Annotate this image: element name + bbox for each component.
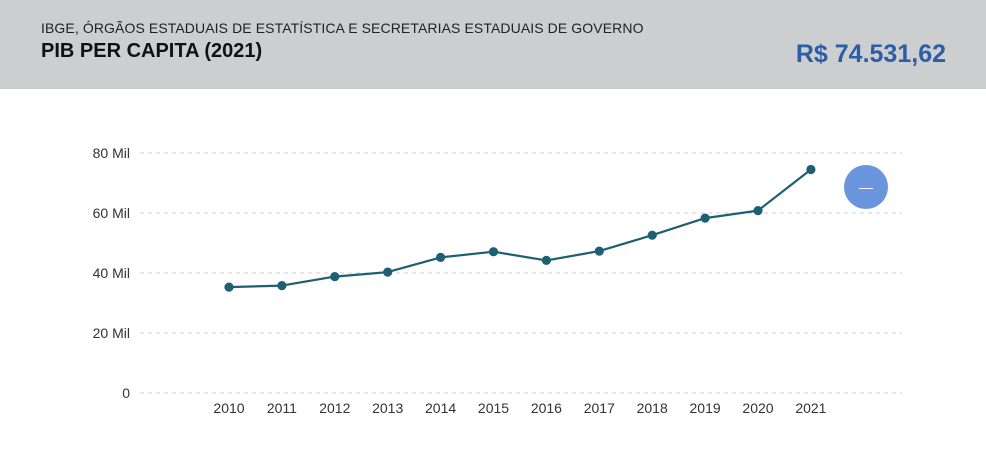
x-tick-label: 2015 xyxy=(478,400,509,416)
y-tick-label: 0 xyxy=(122,385,130,401)
minus-icon[interactable]: — xyxy=(859,179,873,195)
data-point[interactable] xyxy=(383,267,393,277)
grid-layer xyxy=(140,152,902,394)
minus-button-bg[interactable] xyxy=(844,165,888,209)
page-title: PIB PER CAPITA (2021) xyxy=(41,40,263,62)
x-axis-ticks: 2010 2011 2012 2013 2014 2015 2016 2017 2018 2019… xyxy=(213,400,826,416)
data-point[interactable] xyxy=(277,281,287,291)
y-tick-label: 40 Mil xyxy=(93,265,130,281)
data-point[interactable] xyxy=(594,246,604,256)
minus-button[interactable]: — xyxy=(844,165,888,209)
x-tick-label: 2018 xyxy=(637,400,668,416)
y-axis-ticks: 0 20 Mil 40 Mil 60 Mil 80 Mil xyxy=(93,145,131,401)
x-tick-label: 2017 xyxy=(584,400,615,416)
y-tick-label: 20 Mil xyxy=(93,325,130,341)
x-tick-label: 2013 xyxy=(372,400,403,416)
data-point[interactable] xyxy=(224,282,234,292)
data-point[interactable] xyxy=(488,247,499,257)
data-point[interactable] xyxy=(436,252,446,262)
y-tick-label: 80 Mil xyxy=(93,145,130,161)
x-tick-label: 2011 xyxy=(267,400,297,416)
x-tick-label: 2021 xyxy=(795,400,826,416)
data-point[interactable] xyxy=(647,230,657,240)
data-point[interactable] xyxy=(806,164,816,175)
data-point[interactable] xyxy=(541,255,552,265)
header-bar: IBGE, ÓRGÃOS ESTADUAIS DE ESTATÍSTICA E … xyxy=(0,0,986,89)
x-tick-label: 2014 xyxy=(425,400,456,416)
x-tick-label: 2019 xyxy=(690,400,721,416)
series-layer xyxy=(224,164,816,292)
source-text: IBGE, ÓRGÃOS ESTADUAIS DE ESTATÍSTICA E … xyxy=(41,20,644,36)
series-line xyxy=(228,168,812,289)
y-tick-label: 60 Mil xyxy=(93,205,130,221)
data-point[interactable] xyxy=(330,272,340,282)
x-tick-label: 2020 xyxy=(742,400,773,416)
data-point[interactable] xyxy=(700,213,710,223)
x-tick-label: 2016 xyxy=(531,400,562,416)
data-point[interactable] xyxy=(753,206,763,216)
x-tick-label: 2012 xyxy=(319,400,350,416)
x-tick-label: 2010 xyxy=(213,400,244,416)
headline-value: R$ 74.531,62 xyxy=(795,40,946,68)
